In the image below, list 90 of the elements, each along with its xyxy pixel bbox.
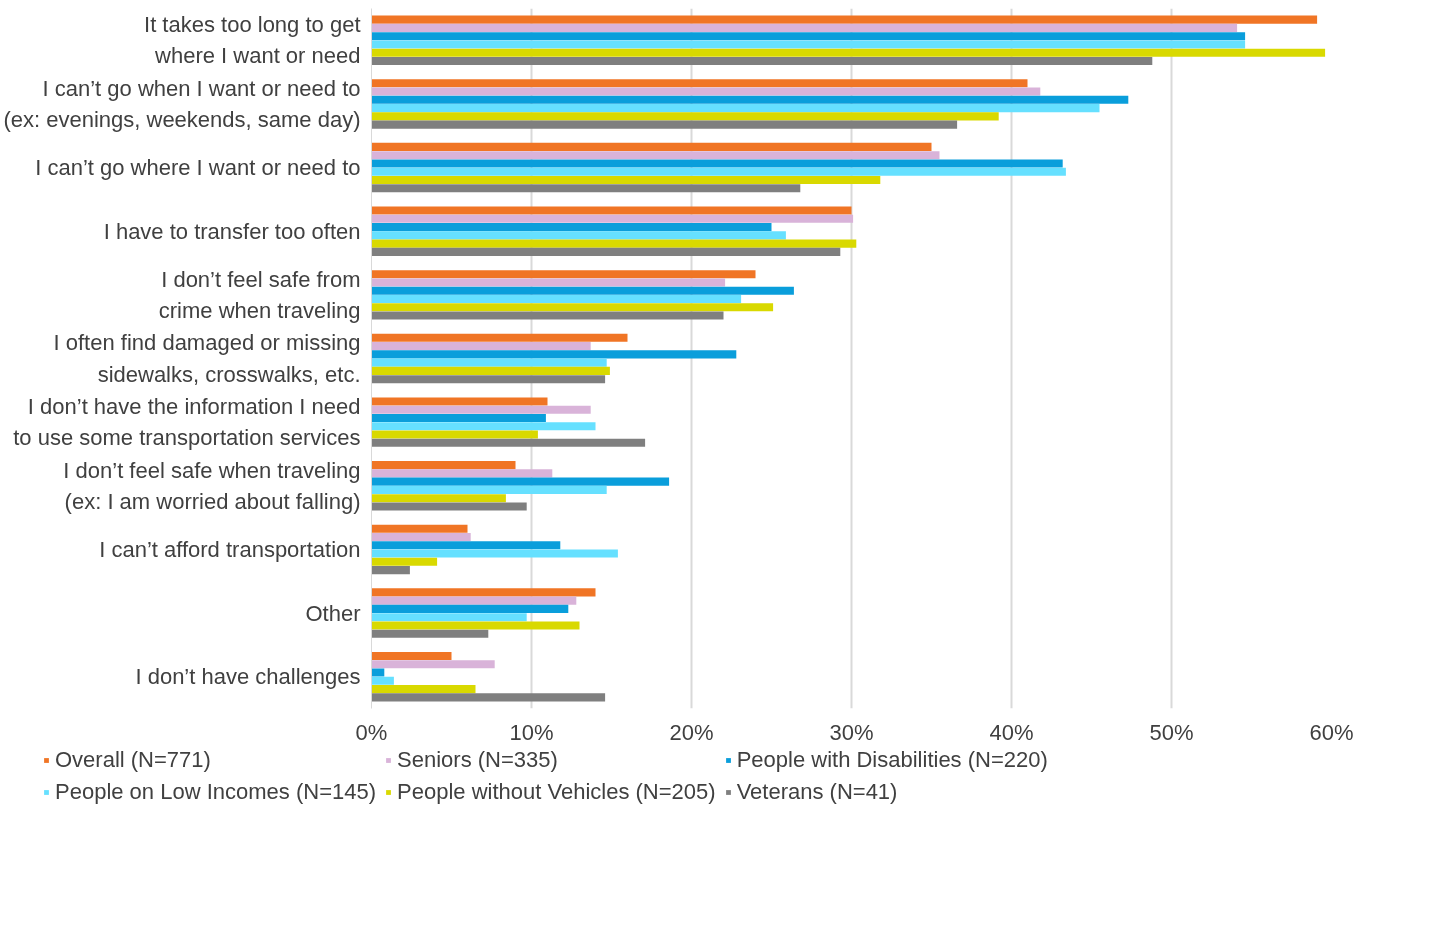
bar xyxy=(371,588,596,597)
y-tick-label: I can’t afford transportation xyxy=(99,536,361,562)
bar xyxy=(371,375,606,384)
bar xyxy=(371,413,546,423)
bar xyxy=(371,333,628,342)
y-tick-label: I often find damaged or missing sidewalks, crosswalks, etc. xyxy=(53,330,361,387)
x-tick-label: 10% xyxy=(509,719,554,745)
bar xyxy=(371,159,1063,168)
bar xyxy=(371,524,468,533)
bar xyxy=(371,270,756,279)
bar xyxy=(371,469,553,478)
bar xyxy=(371,286,794,295)
bar xyxy=(371,438,646,447)
bar xyxy=(371,278,726,287)
legend-label: Veterans (N=41) xyxy=(736,779,898,805)
y-tick-label: Other xyxy=(305,600,361,626)
bar xyxy=(371,397,548,406)
bar xyxy=(371,405,591,414)
bar xyxy=(371,56,1153,66)
bar xyxy=(371,430,538,439)
y-tick-label: I can’t go where I want or need to xyxy=(35,155,361,181)
bar xyxy=(371,621,580,630)
bar xyxy=(371,566,410,575)
bar xyxy=(371,604,569,613)
bar xyxy=(371,40,1246,49)
bar xyxy=(371,676,394,685)
bar xyxy=(371,223,772,232)
bar xyxy=(371,175,881,185)
bar xyxy=(371,151,940,160)
bar xyxy=(371,422,596,431)
bar xyxy=(371,206,852,215)
bar xyxy=(371,294,742,304)
x-tick-label: 50% xyxy=(1149,719,1194,745)
bar xyxy=(371,668,385,677)
bar xyxy=(371,104,1100,113)
bar xyxy=(371,358,607,367)
bar xyxy=(371,549,618,558)
bar xyxy=(371,477,670,486)
bar xyxy=(371,311,724,320)
y-tick-label: I don’t feel safe when traveling (ex: I am worried about falling) xyxy=(63,457,361,514)
bar xyxy=(371,350,737,359)
y-tick-label: It takes too long to get where I want or need xyxy=(144,12,361,69)
bar xyxy=(371,48,1326,57)
legend-label: Seniors (N=335) xyxy=(397,747,558,773)
y-tick-label: I don’t have challenges xyxy=(135,664,361,690)
bar xyxy=(371,541,561,550)
legend-label: People without Vehicles (N=205) xyxy=(397,779,716,805)
bar xyxy=(371,112,999,121)
bar xyxy=(371,651,452,661)
x-tick-label: 30% xyxy=(829,719,874,745)
bar xyxy=(371,342,591,351)
bar xyxy=(371,120,958,129)
bar xyxy=(371,532,471,542)
bar xyxy=(371,23,1238,32)
bar xyxy=(371,32,1246,41)
x-tick-label: 60% xyxy=(1309,719,1354,745)
bar xyxy=(371,693,606,702)
bar xyxy=(371,461,516,470)
bar xyxy=(371,366,610,375)
y-tick-label: I don’t feel safe from crime when traveling xyxy=(158,266,361,323)
bar xyxy=(371,494,506,503)
legend-label: Overall (N=771) xyxy=(55,747,211,773)
bar xyxy=(371,239,857,248)
bar xyxy=(371,95,1129,104)
bar xyxy=(371,485,607,494)
legend-label: People with Disabilities (N=220) xyxy=(736,747,1048,773)
bar xyxy=(371,87,1041,96)
bar xyxy=(371,557,438,566)
bar xyxy=(371,596,577,605)
bar xyxy=(371,231,786,240)
bar xyxy=(371,247,841,256)
bar xyxy=(371,214,854,223)
legend-label: People on Low Incomes (N=145) xyxy=(55,779,377,805)
bar xyxy=(371,167,1066,176)
bar xyxy=(371,79,1028,88)
bar xyxy=(371,660,495,669)
x-tick-label: 40% xyxy=(989,719,1034,745)
bar xyxy=(371,184,801,193)
y-tick-label: I have to transfer too often xyxy=(103,218,361,244)
bar xyxy=(371,142,932,151)
bar xyxy=(371,502,527,511)
bar xyxy=(371,303,774,312)
bar xyxy=(371,15,1318,24)
bar xyxy=(371,613,527,622)
bar xyxy=(371,685,476,694)
y-tick-label: I can’t go when I want or need to (ex: evenings, weekends, same day) xyxy=(3,75,361,133)
bar xyxy=(371,629,489,638)
y-tick-label: I don’t have the information I need to use some transportation services xyxy=(13,394,361,451)
x-tick-label: 20% xyxy=(669,719,714,745)
x-tick-label: 0% xyxy=(355,719,388,745)
